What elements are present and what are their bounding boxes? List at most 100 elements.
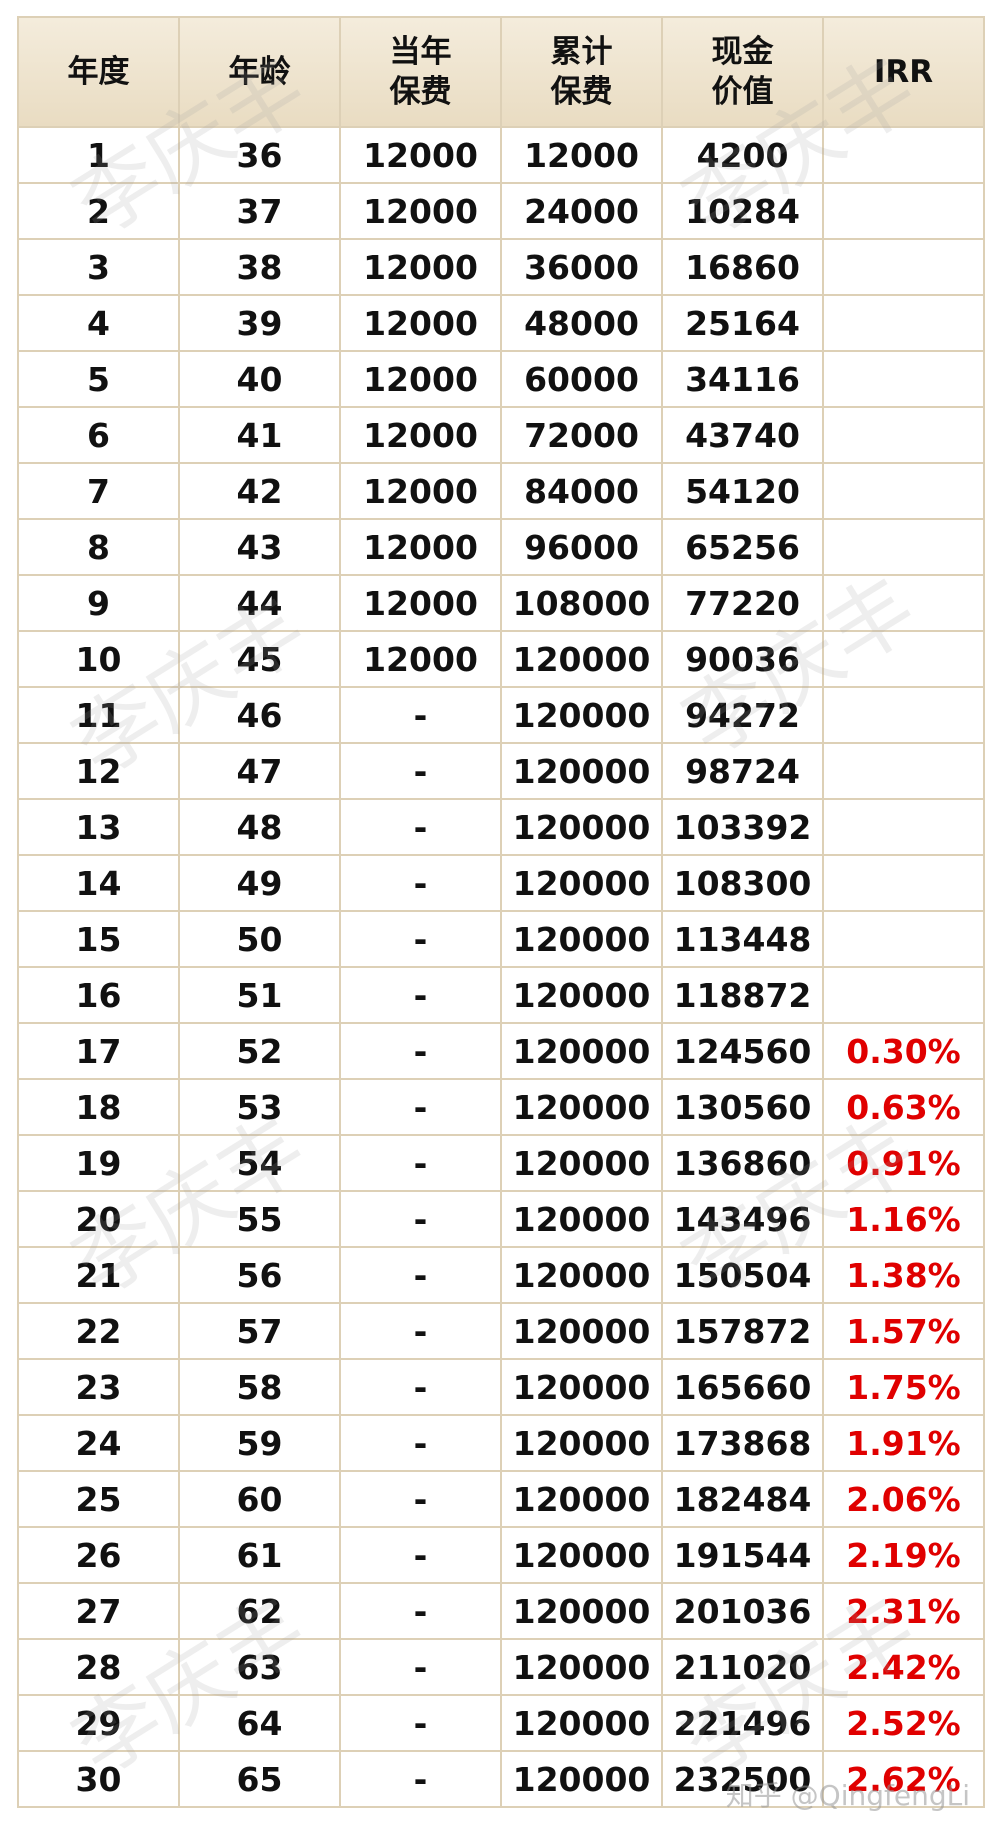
table-row: 24 59-120000 173868 1.91% <box>17 1414 985 1472</box>
table-row: 1 36 12000 12000 4200 <box>17 126 985 184</box>
table-cell: 201036 <box>661 1582 824 1640</box>
table-cell: 4200 <box>661 126 824 184</box>
table-cell: 113448 <box>661 910 824 968</box>
table-cell: 98724 <box>661 742 824 800</box>
table-cell: 17 <box>17 1022 180 1080</box>
header-cell: 年度 <box>17 16 180 128</box>
table-cell: 12000 <box>339 518 502 576</box>
header-row: 年度 年龄 当年 保费 累计 保费 现金 价值 IRR <box>17 16 985 128</box>
table-cell: 9 <box>17 574 180 632</box>
table-cell: 12000 <box>339 238 502 296</box>
table-cell: 48 <box>178 798 341 856</box>
table-row: 17 52-120000 124560 0.30% <box>17 1022 985 1080</box>
table-row: 21 56-120000 150504 1.38% <box>17 1246 985 1304</box>
table-cell <box>822 854 985 912</box>
table-row: 4 39 12000 48000 25164 <box>17 294 985 352</box>
table-cell: 11 <box>17 686 180 744</box>
table-cell: 12000 <box>339 462 502 520</box>
table-cell: 56 <box>178 1246 341 1304</box>
header-cell: 当年 保费 <box>339 16 502 128</box>
table-row: 13 48-120000 103392 <box>17 798 985 856</box>
table-row: 20 55-120000 143496 1.16% <box>17 1190 985 1248</box>
table-cell: 6 <box>17 406 180 464</box>
header-line: 保费 <box>389 74 452 110</box>
table-row: 7 42 12000 84000 54120 <box>17 462 985 520</box>
table-cell: 3 <box>17 238 180 296</box>
table-row: 26 61-120000 191544 2.19% <box>17 1526 985 1584</box>
table-cell: 211020 <box>661 1638 824 1696</box>
table-cell: 5 <box>17 350 180 408</box>
table-cell: 150504 <box>661 1246 824 1304</box>
table-cell: 61 <box>178 1526 341 1584</box>
table-cell: 1.91% <box>822 1414 985 1472</box>
table-cell: 36 <box>178 126 341 184</box>
table-cell: 65256 <box>661 518 824 576</box>
header-cell: IRR <box>822 16 985 128</box>
table-cell: 120000 <box>500 742 663 800</box>
table-cell: - <box>339 1694 502 1752</box>
irr-table: 年度 年龄 当年 保费 累计 保费 现金 价值 IRR 1 36 12000 12000 4200 2 37… <box>17 16 985 1808</box>
table-cell: - <box>339 1526 502 1584</box>
table-cell <box>822 294 985 352</box>
table-cell: - <box>339 1414 502 1472</box>
table-cell: 120000 <box>500 1134 663 1192</box>
table-cell: 65 <box>178 1750 341 1808</box>
table-cell: 1.75% <box>822 1358 985 1416</box>
table-cell: - <box>339 1134 502 1192</box>
table-cell: 173868 <box>661 1414 824 1472</box>
table-row: 25 60-120000 182484 2.06% <box>17 1470 985 1528</box>
table-row: 23 58-120000 165660 1.75% <box>17 1358 985 1416</box>
table-cell: 58 <box>178 1358 341 1416</box>
table-cell: 12000 <box>339 182 502 240</box>
table-cell: 20 <box>17 1190 180 1248</box>
table-cell: 10 <box>17 630 180 688</box>
table-cell: 232500 <box>661 1750 824 1808</box>
table-cell: - <box>339 854 502 912</box>
table-cell: 120000 <box>500 1694 663 1752</box>
table-cell: 23 <box>17 1358 180 1416</box>
table-row: 22 57-120000 157872 1.57% <box>17 1302 985 1360</box>
table-cell <box>822 182 985 240</box>
table-cell: 157872 <box>661 1302 824 1360</box>
table-cell: - <box>339 1582 502 1640</box>
header-line: 现金 <box>711 34 774 70</box>
table-cell: 12000 <box>339 294 502 352</box>
table-cell <box>822 630 985 688</box>
table-cell: 28 <box>17 1638 180 1696</box>
table-row: 11 46-120000 94272 <box>17 686 985 744</box>
table-cell: 48000 <box>500 294 663 352</box>
table-cell: 12 <box>17 742 180 800</box>
table-cell: 40 <box>178 350 341 408</box>
table-cell: 64 <box>178 1694 341 1752</box>
table-cell <box>822 518 985 576</box>
table-cell: 221496 <box>661 1694 824 1752</box>
table-cell <box>822 126 985 184</box>
table-row: 12 47-120000 98724 <box>17 742 985 800</box>
table-cell: - <box>339 742 502 800</box>
table-cell: 90036 <box>661 630 824 688</box>
table-row: 5 40 12000 60000 34116 <box>17 350 985 408</box>
header-cell: 年龄 <box>178 16 341 128</box>
table-cell: 25 <box>17 1470 180 1528</box>
table-cell: 16 <box>17 966 180 1024</box>
table-body: 1 36 12000 12000 4200 2 37 12000 24000 10284 3 38 12… <box>17 126 985 1808</box>
table-cell: 53 <box>178 1078 341 1136</box>
table-cell <box>822 686 985 744</box>
table-cell: 12000 <box>339 406 502 464</box>
table-cell: 38 <box>178 238 341 296</box>
table-cell: 54120 <box>661 462 824 520</box>
table-cell: 84000 <box>500 462 663 520</box>
table-cell <box>822 462 985 520</box>
table-row: 29 64-120000 221496 2.52% <box>17 1694 985 1752</box>
table-cell: - <box>339 1470 502 1528</box>
table-cell: 49 <box>178 854 341 912</box>
table-cell: 13 <box>17 798 180 856</box>
table-row: 3 38 12000 36000 16860 <box>17 238 985 296</box>
header-cell: 现金 价值 <box>661 16 824 128</box>
table-cell: 41 <box>178 406 341 464</box>
table-cell: 1 <box>17 126 180 184</box>
table-cell: - <box>339 910 502 968</box>
table-cell: - <box>339 1302 502 1360</box>
table-row: 6 41 12000 72000 43740 <box>17 406 985 464</box>
